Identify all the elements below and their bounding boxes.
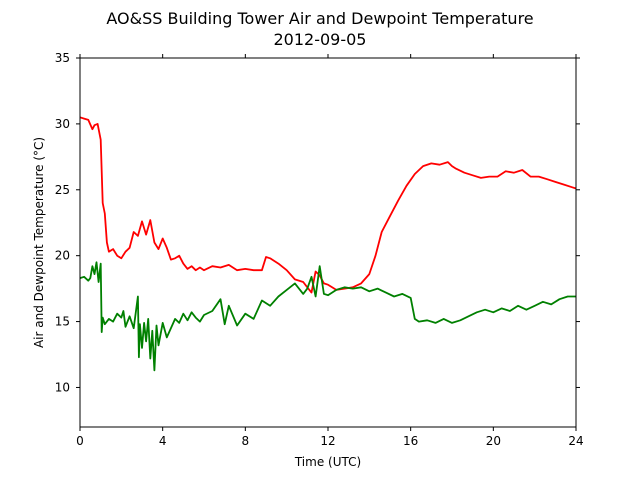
x-tick-label: 12 (320, 434, 335, 448)
x-axis-label: Time (UTC) (294, 455, 361, 469)
y-tick-label: 10 (55, 380, 70, 394)
x-tick-label: 16 (403, 434, 418, 448)
x-tick-label: 8 (242, 434, 250, 448)
y-tick-label: 15 (55, 315, 70, 329)
chart-subtitle: 2012-09-05 (274, 30, 367, 49)
y-axis-label: Air and Dewpoint Temperature (°C) (32, 137, 46, 348)
series-line-1 (79, 261, 576, 372)
y-tick-label: 20 (55, 249, 70, 263)
x-tick-label: 4 (159, 434, 167, 448)
plot-area (79, 116, 577, 372)
x-tick-label: 24 (568, 434, 583, 448)
y-tick-label: 30 (55, 117, 70, 131)
y-tick-label: 25 (55, 183, 70, 197)
series-line-0 (79, 116, 577, 294)
x-tick-label: 20 (486, 434, 501, 448)
chart-title: AO&SS Building Tower Air and Dewpoint Te… (106, 9, 533, 28)
axis-ticks: 0 4 8 12 16 20 24 10 15 20 25 30 35 (55, 51, 584, 448)
y-tick-label: 35 (55, 51, 70, 65)
x-tick-label: 0 (76, 434, 84, 448)
